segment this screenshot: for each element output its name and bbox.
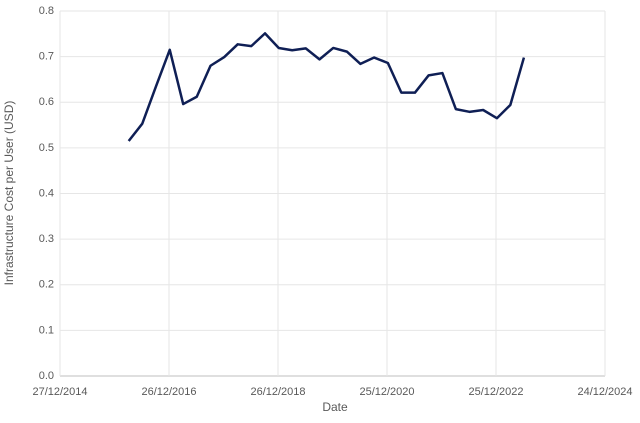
x-tick-label: 25/12/2020 bbox=[359, 386, 414, 398]
y-axis-title: Infrastructure Cost per User (USD) bbox=[2, 101, 16, 286]
data-line bbox=[127, 32, 526, 142]
y-tick-label: 0.0 bbox=[39, 370, 54, 382]
y-tick-label: 0.5 bbox=[39, 142, 54, 154]
y-tick-label: 0.6 bbox=[39, 96, 54, 108]
y-tick-label: 0.8 bbox=[39, 5, 54, 17]
y-tick-label: 0.3 bbox=[39, 233, 54, 245]
y-tick-label: 0.7 bbox=[39, 51, 54, 63]
y-tick-label: 0.4 bbox=[39, 187, 54, 199]
x-tick-label: 27/12/2014 bbox=[32, 386, 87, 398]
x-tick-label: 26/12/2018 bbox=[250, 386, 305, 398]
x-tick-label: 26/12/2016 bbox=[141, 386, 196, 398]
y-tick-label: 0.1 bbox=[39, 324, 54, 336]
x-tick-label: 24/12/2024 bbox=[577, 386, 632, 398]
x-tick-label: 25/12/2022 bbox=[468, 386, 523, 398]
y-tick-label: 0.2 bbox=[39, 279, 54, 291]
x-axis-title: Date bbox=[322, 400, 348, 414]
